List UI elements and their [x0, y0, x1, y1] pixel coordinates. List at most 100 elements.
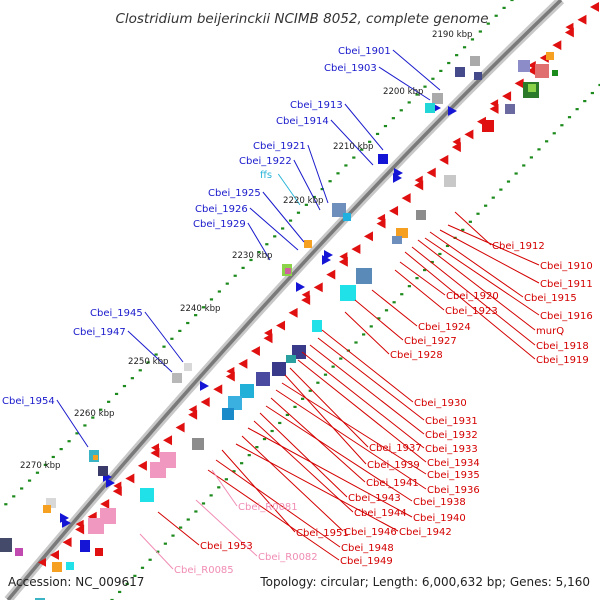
gene-label-cbei-1915[interactable]: Cbei_1915 — [524, 293, 577, 304]
gene-arrow — [175, 422, 185, 433]
gene-label-cbei-1933[interactable]: Cbei_1933 — [425, 444, 478, 455]
gene-label-cbei-r0085[interactable]: Cbei_R0085 — [174, 565, 234, 576]
gene-arrow — [376, 218, 386, 229]
gene-label-cbei-1910[interactable]: Cbei_1910 — [540, 261, 593, 272]
gene-label-cbei-1912[interactable]: Cbei_1912 — [492, 241, 545, 252]
gene-label-cbei-1949[interactable]: Cbei_1949 — [340, 556, 393, 567]
label-connector — [56, 399, 89, 448]
gene-block — [150, 462, 166, 478]
gene-block — [93, 455, 98, 460]
gene-label-cbei-1929[interactable]: Cbei_1929 — [193, 219, 246, 230]
gene-label-cbei-1928[interactable]: Cbei_1928 — [390, 350, 443, 361]
tick-dot — [285, 413, 289, 417]
label-connector — [378, 66, 431, 101]
tick-dot — [133, 574, 137, 577]
gene-block — [470, 56, 480, 66]
gene-label-cbei-1945[interactable]: Cbei_1945 — [90, 308, 143, 319]
gene-label-cbei-1937[interactable]: Cbei_1937 — [369, 443, 422, 454]
gene-label-cbei-1939[interactable]: Cbei_1939 — [367, 460, 420, 471]
tick-dot — [146, 361, 150, 364]
kbp-tick-label: 2220 kbp — [283, 196, 324, 206]
gene-block — [425, 103, 435, 113]
label-connector — [195, 499, 258, 557]
gene-arrow — [263, 333, 273, 344]
gene-label-murq[interactable]: murQ — [536, 326, 564, 337]
gene-label-cbei-1914[interactable]: Cbei_1914 — [276, 116, 329, 127]
gene-label-cbei-1941[interactable]: Cbei_1941 — [366, 478, 419, 489]
tick-dot — [171, 534, 175, 537]
label-connector — [297, 359, 427, 463]
gene-arrow — [225, 371, 235, 382]
gene-label-cbei-1920[interactable]: Cbei_1920 — [446, 291, 499, 302]
tick-dot — [304, 203, 308, 206]
gene-block — [66, 562, 74, 570]
label-connector — [293, 159, 321, 211]
gene-label-cbei-1922[interactable]: Cbei_1922 — [239, 156, 292, 167]
tick-dot — [312, 195, 316, 199]
gene-label-cbei-1919[interactable]: Cbei_1919 — [536, 355, 589, 366]
gene-label-cbei-1913[interactable]: Cbei_1913 — [290, 100, 343, 111]
tick-dot — [400, 293, 404, 296]
gene-block — [172, 373, 182, 383]
tick-dot — [270, 429, 274, 433]
gene-label-ffs[interactable]: ffs — [260, 170, 272, 181]
label-connector — [454, 211, 492, 246]
gene-label-cbei-1943[interactable]: Cbei_1943 — [348, 493, 401, 504]
gene-label-cbei-1938[interactable]: Cbei_1938 — [413, 497, 466, 508]
gene-label-cbei-1947[interactable]: Cbei_1947 — [73, 327, 126, 338]
gene-label-cbei-r0082[interactable]: Cbei_R0082 — [258, 552, 318, 563]
gene-label-cbei-1942[interactable]: Cbei_1942 — [399, 527, 452, 538]
gene-block — [396, 228, 408, 238]
gene-label-cbei-1953[interactable]: Cbei_1953 — [200, 541, 253, 552]
accession-text: Accession: NC_009617 — [8, 575, 144, 589]
tick-dot — [354, 341, 358, 344]
tick-dot — [156, 550, 160, 553]
gene-label-cbei-1936[interactable]: Cbei_1936 — [427, 485, 480, 496]
gene-label-cbei-1930[interactable]: Cbei_1930 — [414, 398, 467, 409]
gene-label-cbei-1921[interactable]: Cbei_1921 — [253, 141, 306, 152]
gene-label-cbei-1926[interactable]: Cbei_1926 — [195, 204, 248, 215]
tick-dot — [257, 251, 261, 254]
gene-label-cbei-1918[interactable]: Cbei_1918 — [536, 341, 589, 352]
gene-label-cbei-1924[interactable]: Cbei_1924 — [418, 322, 471, 333]
label-connector — [221, 449, 296, 533]
gene-label-cbei-1903[interactable]: Cbei_1903 — [324, 63, 377, 74]
gene-label-cbei-1944[interactable]: Cbei_1944 — [354, 508, 407, 519]
gene-label-cbei-1946[interactable]: Cbei_1946 — [344, 527, 397, 538]
gene-block — [455, 67, 465, 77]
gene-label-cbei-1935[interactable]: Cbei_1935 — [427, 470, 480, 481]
gene-label-cbei-1927[interactable]: Cbei_1927 — [404, 336, 457, 347]
tick-dot — [328, 180, 332, 183]
gene-label-cbei-1901[interactable]: Cbei_1901 — [338, 46, 391, 57]
gene-label-cbei-1951[interactable]: Cbei_1951 — [296, 528, 349, 539]
tick-dot — [344, 164, 348, 167]
gene-label-cbei-1931[interactable]: Cbei_1931 — [425, 416, 478, 427]
gene-block — [432, 93, 443, 104]
tick-dot — [362, 333, 366, 336]
tick-dot — [122, 384, 127, 388]
gene-arrow — [137, 460, 147, 471]
tick-dot — [232, 470, 236, 473]
label-connector — [317, 337, 425, 421]
label-connector — [157, 511, 200, 546]
gene-label-cbei-1954[interactable]: Cbei_1954 — [2, 396, 55, 407]
gene-label-cbei-1934[interactable]: Cbei_1934 — [427, 458, 480, 469]
tick-dot — [486, 22, 490, 25]
gene-arrow — [288, 307, 298, 318]
tick-dot — [392, 301, 396, 304]
gene-label-cbei-1932[interactable]: Cbei_1932 — [425, 430, 478, 441]
gene-label-cbei-1911[interactable]: Cbei_1911 — [540, 279, 593, 290]
gene-label-cbei-1925[interactable]: Cbei_1925 — [208, 188, 261, 199]
tick-dot — [288, 219, 293, 222]
gene-label-cbei-r0081[interactable]: Cbei_R0081 — [238, 502, 298, 513]
label-connector — [307, 144, 329, 204]
tick-dot — [255, 446, 259, 449]
gene-block — [304, 240, 312, 248]
label-connector — [429, 231, 524, 298]
gene-label-cbei-1948[interactable]: Cbei_1948 — [341, 543, 394, 554]
gene-label-cbei-1940[interactable]: Cbei_1940 — [413, 513, 466, 524]
label-connector — [289, 367, 369, 448]
gene-label-cbei-1923[interactable]: Cbei_1923 — [445, 306, 498, 317]
gene-label-cbei-1916[interactable]: Cbei_1916 — [540, 311, 593, 322]
